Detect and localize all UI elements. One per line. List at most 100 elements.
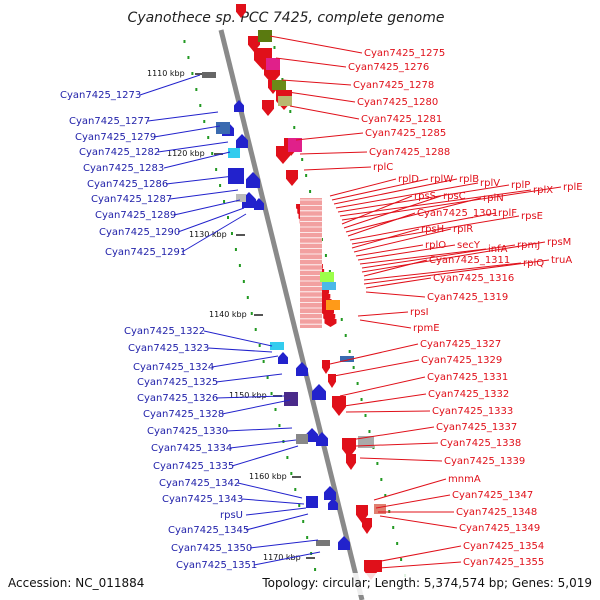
gene-label[interactable]: Cyan7425_1278	[353, 80, 434, 91]
gene-block	[258, 30, 272, 42]
gene-label[interactable]: rpsH	[421, 224, 444, 235]
forward-gene-arrow	[316, 432, 328, 446]
gene-label[interactable]: Cyan7425_1311	[429, 255, 510, 266]
gene-block	[216, 122, 230, 134]
gene-label[interactable]: rplC	[373, 162, 393, 173]
forward-gene-arrow	[254, 198, 264, 210]
gene-label[interactable]: rplW	[430, 174, 453, 185]
gene-label[interactable]: Cyan7425_1355	[463, 557, 544, 568]
gene-label[interactable]: rpmJ	[517, 240, 540, 251]
tick-mark	[328, 270, 331, 273]
gene-label[interactable]: Cyan7425_1276	[348, 62, 429, 73]
gene-label[interactable]: Cyan7425_1291	[105, 247, 186, 258]
gene-label[interactable]: Cyan7425_1286	[87, 179, 168, 190]
gene-label[interactable]: Cyan7425_1354	[463, 541, 544, 552]
gene-label[interactable]: Cyan7425_1349	[459, 523, 540, 534]
tick-mark	[195, 88, 198, 91]
gene-label[interactable]: Cyan7425_1331	[427, 372, 508, 383]
leader-line	[345, 197, 482, 233]
gene-label[interactable]: Cyan7425_1332	[428, 389, 509, 400]
gene-label[interactable]: Cyan7425_1282	[79, 147, 160, 158]
gene-label[interactable]: rplN	[483, 193, 504, 204]
leader-line	[221, 399, 291, 415]
gene-label[interactable]: rplV	[480, 178, 500, 189]
gene-label[interactable]: Cyan7425_1287	[91, 194, 172, 205]
gene-label[interactable]: Cyan7425_1288	[369, 147, 450, 158]
gene-label[interactable]: Cyan7425_1351	[176, 560, 257, 571]
gene-label[interactable]: Cyan7425_1329	[421, 355, 502, 366]
gene-block	[228, 168, 244, 184]
forward-gene-arrow	[296, 362, 308, 376]
gene-label[interactable]: Cyan7425_1273	[60, 90, 141, 101]
gene-label[interactable]: truA	[551, 255, 572, 266]
gene-label[interactable]: Cyan7425_1325	[137, 377, 218, 388]
leader-line	[349, 212, 497, 241]
gene-label[interactable]: Cyan7425_1345	[168, 525, 249, 536]
leader-line	[163, 151, 231, 169]
gene-label[interactable]: rplE	[563, 182, 583, 193]
leader-line	[335, 182, 479, 209]
gene-label[interactable]: Cyan7425_1333	[432, 406, 513, 417]
tick-mark	[400, 558, 403, 561]
leader-line	[173, 199, 241, 216]
gene-label[interactable]: Cyan7425_1289	[95, 210, 176, 221]
gene-label[interactable]: Cyan7425_1285	[365, 128, 446, 139]
gene-label[interactable]: Cyan7425_1301	[417, 208, 498, 219]
gene-label[interactable]: Cyan7425_1342	[159, 478, 240, 489]
gene-label[interactable]: Cyan7425_1338	[440, 438, 521, 449]
scale-tick	[306, 557, 315, 559]
gene-label[interactable]: rplQ	[523, 258, 544, 269]
gene-label[interactable]: rplR	[453, 224, 473, 235]
gene-label[interactable]: Cyan7425_1347	[452, 490, 533, 501]
gene-label[interactable]: Cyan7425_1290	[99, 227, 180, 238]
leader-line	[347, 212, 416, 237]
gene-label[interactable]: infA	[488, 244, 508, 255]
gene-label[interactable]: rpsC	[443, 191, 466, 202]
gene-label[interactable]: Cyan7425_1279	[75, 132, 156, 143]
gene-label[interactable]: Cyan7425_1277	[69, 116, 150, 127]
leader-line	[357, 311, 409, 317]
gene-label[interactable]: Cyan7425_1324	[133, 362, 214, 373]
leader-line	[231, 445, 299, 467]
gene-label[interactable]: Cyan7425_1326	[137, 393, 218, 404]
gene-label[interactable]: Cyan7425_1334	[151, 443, 232, 454]
gene-label[interactable]: Cyan7425_1343	[162, 494, 243, 505]
gene-label[interactable]: rpmE	[413, 323, 440, 334]
gene-label[interactable]: rplP	[511, 180, 530, 191]
gene-label[interactable]: rpsU	[220, 510, 243, 521]
leader-line	[153, 125, 221, 138]
gene-label[interactable]: Cyan7425_1275	[364, 48, 445, 59]
gene-label[interactable]: rpsI	[410, 307, 429, 318]
gene-label[interactable]: Cyan7425_1323	[128, 343, 209, 354]
gene-label[interactable]: Cyan7425_1280	[357, 97, 438, 108]
gene-label[interactable]: Cyan7425_1328	[143, 409, 224, 420]
gene-label[interactable]: rplB	[459, 174, 479, 185]
gene-label[interactable]: rplO	[425, 240, 446, 251]
gene-label[interactable]: Cyan7425_1322	[124, 326, 205, 337]
gene-label[interactable]: rplD	[398, 174, 419, 185]
gene-label[interactable]: Cyan7425_1350	[171, 543, 252, 554]
gene-label[interactable]: rpsS	[414, 191, 436, 202]
gene-label[interactable]: Cyan7425_1283	[83, 163, 164, 174]
gene-label[interactable]: secY	[457, 240, 481, 251]
gene-label[interactable]: Cyan7425_1281	[361, 114, 442, 125]
scale-tick	[214, 153, 223, 155]
gene-label[interactable]: Cyan7425_1339	[444, 456, 525, 467]
gene-label[interactable]: Cyan7425_1316	[433, 273, 514, 284]
gene-label[interactable]: Cyan7425_1348	[456, 507, 537, 518]
gene-label[interactable]: Cyan7425_1337	[436, 422, 517, 433]
gene-label[interactable]: Cyan7425_1319	[427, 292, 508, 303]
gene-label[interactable]: rplX	[533, 185, 553, 196]
reverse-gene-arrow	[328, 374, 336, 388]
gene-label[interactable]: rplF	[498, 208, 517, 219]
tick-mark	[183, 40, 186, 43]
gene-block	[272, 80, 286, 90]
gene-label[interactable]: Cyan7425_1330	[147, 426, 228, 437]
gene-label[interactable]: Cyan7425_1335	[153, 461, 234, 472]
leader-line	[363, 259, 550, 285]
gene-label[interactable]: rpsE	[521, 211, 543, 222]
tick-mark	[380, 478, 383, 481]
gene-label[interactable]: mnmA	[448, 474, 481, 485]
gene-label[interactable]: rpsM	[547, 237, 571, 248]
gene-label[interactable]: Cyan7425_1327	[420, 339, 501, 350]
